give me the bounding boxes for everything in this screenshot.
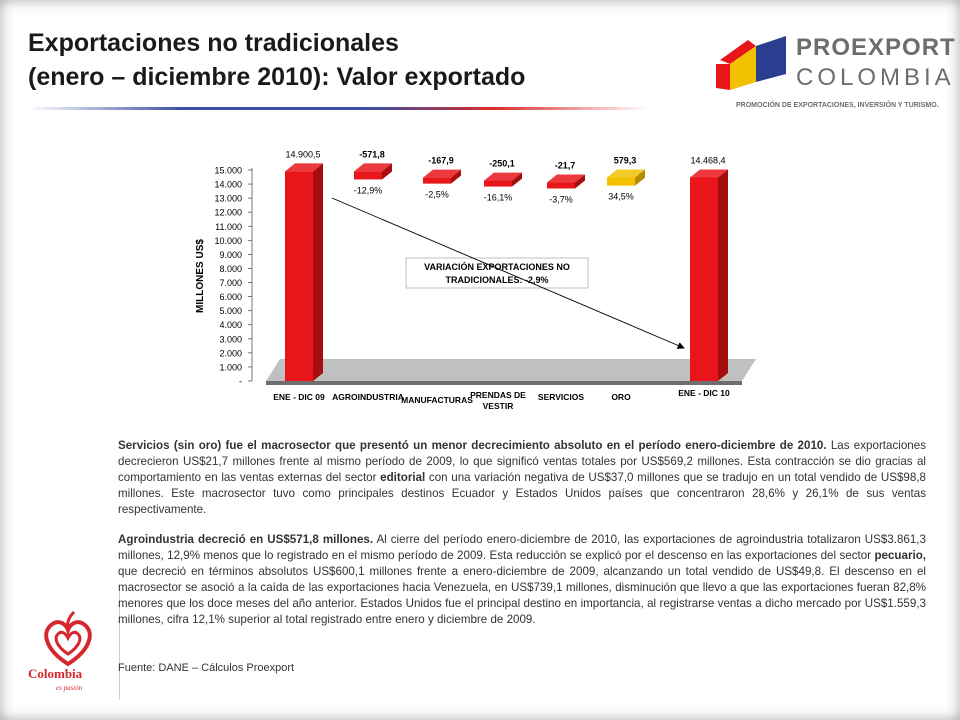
side-logo-word: Colombia bbox=[28, 666, 83, 681]
bar-value-label: -571,8 bbox=[359, 149, 385, 159]
logo-word-2: COLOMBIA bbox=[796, 64, 955, 91]
paragraph-agro-text-a: Al cierre del período enero-diciembre de… bbox=[118, 533, 926, 562]
bar-value-label: 14.900,5 bbox=[285, 149, 320, 159]
bar-side-1 bbox=[382, 163, 392, 180]
bar-top-1 bbox=[354, 163, 392, 172]
x-category-label: PRENDAS DE VESTIR bbox=[470, 390, 526, 411]
chart-floor bbox=[266, 359, 756, 381]
proexport-mark-icon bbox=[716, 36, 786, 90]
paragraph-servicios: Servicios (sin oro) fue el macrosector q… bbox=[118, 438, 926, 518]
bar-pct-label: -2,5% bbox=[425, 190, 449, 200]
bar-side-4 bbox=[575, 174, 585, 189]
paragraph-servicios-bold-b: editorial bbox=[380, 471, 426, 484]
x-category-label: AGROINDUSTRIA bbox=[332, 392, 404, 402]
bar-pct-label: 34,5% bbox=[608, 192, 634, 202]
bar-2 bbox=[423, 177, 451, 184]
y-tick-label: 3.000 bbox=[219, 334, 242, 344]
y-tick-label: 14.000 bbox=[214, 180, 242, 190]
bar-pct-label: -12,9% bbox=[354, 185, 383, 195]
x-category-label: ENE - DIC 09 bbox=[273, 392, 325, 402]
paragraph-agro-lead: Agroindustria decreció en US$571,8 millo… bbox=[118, 533, 374, 546]
y-tick-label: 1.000 bbox=[219, 362, 242, 372]
paragraph-servicios-text-a: Las exportaciones decrecieron US$21,7 mi… bbox=[118, 439, 926, 484]
y-axis-label: MILLONES US$ bbox=[195, 239, 206, 313]
y-tick-label: 12.000 bbox=[214, 208, 242, 218]
x-category-label: SERVICIOS bbox=[538, 392, 584, 402]
title-line-1: Exportaciones no tradicionales bbox=[28, 29, 399, 57]
bar-value-label: -21,7 bbox=[555, 160, 576, 170]
annotation-box bbox=[405, 257, 589, 289]
bar-value-label: -250,1 bbox=[489, 159, 515, 169]
bar-top-3 bbox=[484, 172, 522, 181]
bar-top-2 bbox=[423, 169, 461, 178]
chart-floor-edge bbox=[266, 381, 742, 385]
y-tick-label: - bbox=[239, 377, 242, 387]
x-category-label: ENE - DIC 10 bbox=[678, 388, 730, 398]
bar-value-label: 14.468,4 bbox=[690, 155, 725, 165]
x-category-label: MANUFACTURAS bbox=[401, 395, 473, 405]
waterfall-chart: MILLONES US$ 15.000 14.000 13.000 12.000 11.0… bbox=[195, 149, 756, 411]
bar-top-4 bbox=[547, 174, 585, 183]
paragraph-agro-text-b: que decreció en términos absolutos US$60… bbox=[118, 565, 926, 626]
bar-value-label: -167,9 bbox=[428, 156, 454, 166]
bar-top-6 bbox=[690, 169, 728, 178]
divider-line bbox=[119, 588, 120, 700]
annotation-line-2: TRADICIONALES: -2,9% bbox=[445, 275, 548, 285]
heart-emblem-icon bbox=[44, 610, 92, 667]
y-tick-label: 11.000 bbox=[215, 222, 242, 232]
logo-word-1: PROEXPORT bbox=[796, 34, 956, 61]
y-tick-label: 13.000 bbox=[214, 194, 242, 204]
y-tick-label: 2.000 bbox=[219, 348, 242, 358]
paragraph-servicios-lead: Servicios (sin oro) fue el macrosector q… bbox=[118, 439, 827, 452]
y-tick-label: 15.000 bbox=[214, 166, 242, 176]
bar-5 bbox=[607, 177, 635, 186]
bar-top-5 bbox=[607, 169, 645, 178]
x-category-label: ORO bbox=[611, 392, 631, 402]
logo-tagline: PROMOCIÓN DE EXPORTACIONES, INVERSIÓN Y … bbox=[736, 102, 939, 109]
y-tick-label: 8.000 bbox=[219, 264, 242, 274]
bar-side-2 bbox=[451, 169, 461, 184]
colombia-brand-logo: Colombia es pasión bbox=[26, 610, 106, 700]
paragraph-agro-bold-b: pecuario, bbox=[874, 549, 926, 562]
bar-6 bbox=[690, 177, 718, 381]
y-tick-label: 6.000 bbox=[219, 292, 242, 302]
bar-1 bbox=[354, 171, 382, 180]
bar-value-label: 579,3 bbox=[614, 155, 637, 165]
y-tick-label: 5.000 bbox=[219, 306, 242, 316]
bar-pct-label: -3,7% bbox=[549, 194, 573, 204]
annotation-line-1: VARIACIÓN EXPORTACIONES NO bbox=[424, 261, 570, 272]
bar-0 bbox=[285, 171, 313, 381]
side-logo-sub: es pasión bbox=[56, 684, 83, 692]
bar-top-0 bbox=[285, 163, 323, 172]
paragraph-servicios-text-b: con una variación negativa de US$37,0 mi… bbox=[118, 471, 926, 516]
y-tick-label: 7.000 bbox=[219, 278, 242, 288]
bar-side-0 bbox=[313, 163, 323, 381]
y-tick-label: 9.000 bbox=[219, 250, 242, 260]
bar-pct-label: -16,1% bbox=[484, 193, 513, 203]
bar-3 bbox=[484, 180, 512, 187]
title-underline bbox=[28, 107, 648, 110]
page-title: Exportaciones no tradicionales (enero – … bbox=[28, 26, 648, 94]
bar-4 bbox=[547, 182, 575, 189]
source-note: Fuente: DANE – Cálculos Proexport bbox=[118, 662, 295, 674]
title-line-2: (enero – diciembre 2010): Valor exportad… bbox=[28, 63, 526, 91]
proexport-logo: PROEXPORT COLOMBIA PROMOCIÓN DE EXPORTAC… bbox=[712, 30, 955, 120]
bar-side-5 bbox=[635, 169, 645, 186]
paragraph-agroindustria: Agroindustria decreció en US$571,8 millo… bbox=[118, 532, 926, 628]
y-tick-label: 10.000 bbox=[214, 236, 242, 246]
y-tick-label: 4.000 bbox=[219, 320, 242, 330]
bar-side-6 bbox=[718, 169, 728, 381]
trend-arrow bbox=[331, 197, 685, 349]
bar-side-3 bbox=[512, 172, 522, 187]
